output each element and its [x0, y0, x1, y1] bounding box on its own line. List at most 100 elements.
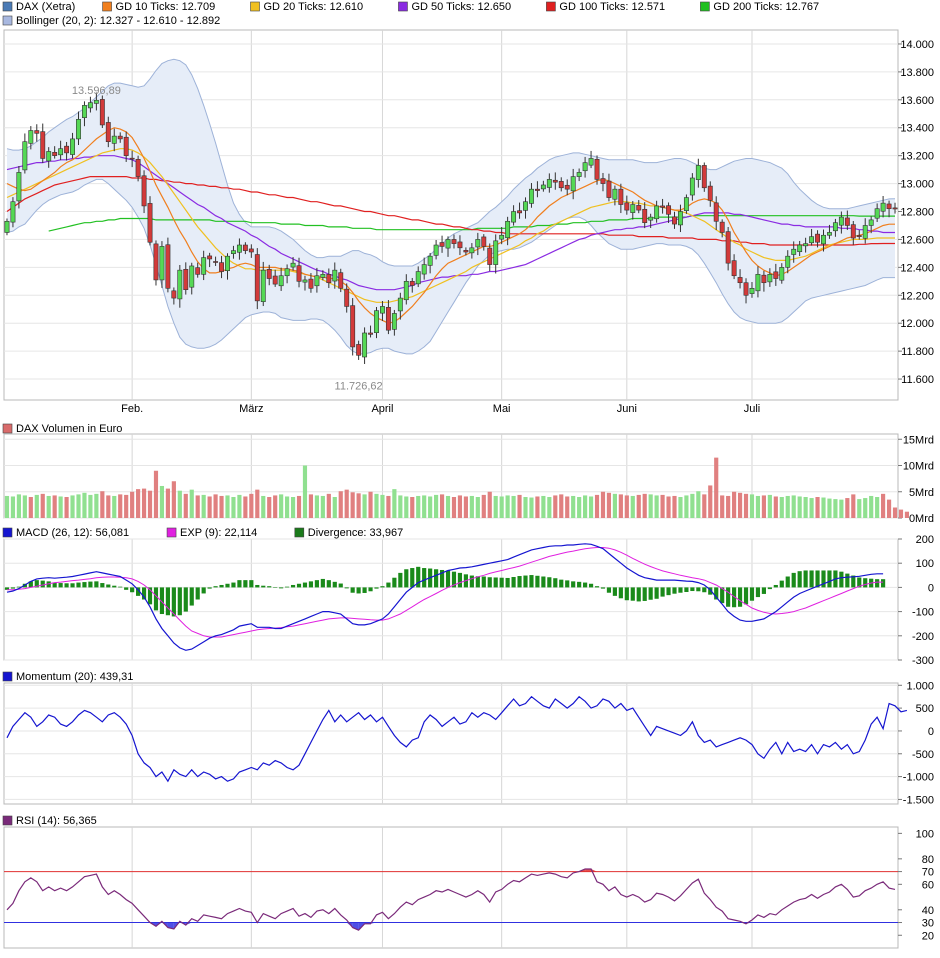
extreme-annotation: 11.726,62: [335, 380, 383, 392]
divergence-bar: [839, 571, 844, 588]
candle: [397, 292, 403, 320]
divergence-bar: [296, 583, 302, 588]
volume-bar: [249, 493, 254, 518]
candle-body: [171, 290, 177, 299]
y-tick-label: 100: [916, 558, 934, 570]
candle-body: [374, 310, 379, 334]
divergence-bar: [171, 587, 176, 617]
candle-body: [290, 262, 296, 268]
candle: [368, 325, 373, 338]
candle-body: [713, 202, 719, 222]
volume-bar: [588, 496, 594, 518]
volume-bar: [416, 495, 421, 518]
candle: [236, 238, 242, 260]
divergence-bar: [267, 586, 272, 588]
candle-body: [695, 165, 701, 180]
candle-body: [779, 267, 785, 281]
divergence-bar: [344, 587, 349, 589]
legend-layer: DAX (Xetra) GD 10 Ticks: 12.709 GD 20 Tick…: [2, 1, 819, 827]
candle: [850, 221, 856, 245]
candle: [672, 211, 677, 229]
candle: [689, 173, 695, 201]
candle: [588, 150, 594, 169]
candle-body: [517, 210, 522, 214]
month-label: Juni: [617, 403, 637, 415]
volume-bar: [124, 494, 129, 518]
candle-body: [260, 269, 266, 303]
divergence-bar: [720, 587, 725, 604]
volume-bar: [195, 495, 200, 518]
volume-bar: [22, 495, 27, 518]
candle: [838, 211, 844, 234]
volume-bar: [445, 495, 451, 518]
candle: [159, 241, 165, 288]
legend-swatch: [2, 1, 13, 12]
divergence-bar: [809, 570, 814, 588]
candle: [540, 180, 546, 192]
divergence-bar: [755, 587, 761, 598]
candle: [678, 204, 683, 233]
candle: [219, 255, 224, 279]
legend-item: GD 10 Ticks: 12.709: [102, 1, 215, 13]
candle: [153, 240, 159, 286]
volume-bar: [612, 493, 617, 518]
candle-body: [868, 219, 874, 226]
candle: [421, 257, 427, 280]
candle: [117, 132, 123, 143]
candle-body: [16, 172, 22, 202]
y-tick-label: -1.000: [903, 772, 934, 784]
divergence-bar: [737, 587, 743, 607]
candle: [272, 269, 278, 287]
candle: [338, 268, 344, 293]
candle-body: [582, 162, 588, 172]
volume-bar: [726, 495, 731, 518]
candle-body: [105, 122, 111, 142]
divergence-bar: [225, 583, 230, 588]
volume-bar: [600, 491, 606, 518]
divergence-bar: [201, 587, 206, 594]
divergence-bar: [565, 580, 570, 588]
candle-body: [177, 269, 183, 300]
candle-body: [117, 135, 123, 140]
candle-body: [272, 275, 278, 285]
legend-label: EXP (9): 22,114: [180, 527, 257, 539]
divergence-bar: [153, 587, 159, 611]
volume-bar: [183, 493, 188, 518]
candle: [886, 200, 892, 218]
ma-line-gd50: [6, 155, 895, 291]
volume-bar: [308, 494, 314, 518]
candle: [725, 227, 731, 271]
volume-bar: [398, 495, 403, 518]
volume-bar: [648, 494, 653, 518]
candle-body: [10, 201, 16, 223]
candle-body: [356, 344, 362, 356]
volume-bar: [875, 497, 880, 518]
volume-bar: [88, 494, 93, 518]
candle: [695, 158, 701, 188]
volume-bar: [541, 495, 546, 518]
divergence-bar: [213, 586, 218, 588]
candle: [868, 216, 874, 234]
legend-swatch: [2, 527, 13, 538]
month-label: Juli: [744, 403, 761, 415]
volume-bar: [70, 495, 75, 518]
divergence-bar: [881, 579, 886, 588]
candle: [600, 172, 606, 192]
y-tick-label: 500: [916, 703, 934, 715]
divergence-bar: [553, 578, 558, 588]
divergence-bar: [845, 573, 850, 588]
divergence-bar: [159, 587, 165, 615]
volume-bar: [314, 495, 319, 518]
volume-bar: [684, 495, 689, 518]
candle: [457, 235, 463, 256]
volume-bar: [201, 494, 206, 518]
legend-item: Divergence: 33,967: [294, 527, 403, 539]
divergence-bar: [511, 576, 516, 588]
candle: [308, 273, 314, 293]
volume-bar: [523, 497, 528, 518]
volume-bar: [565, 496, 570, 518]
candle: [493, 234, 499, 274]
candle-body: [683, 197, 689, 211]
divergence-bar: [76, 582, 81, 588]
candle-body: [40, 131, 46, 159]
